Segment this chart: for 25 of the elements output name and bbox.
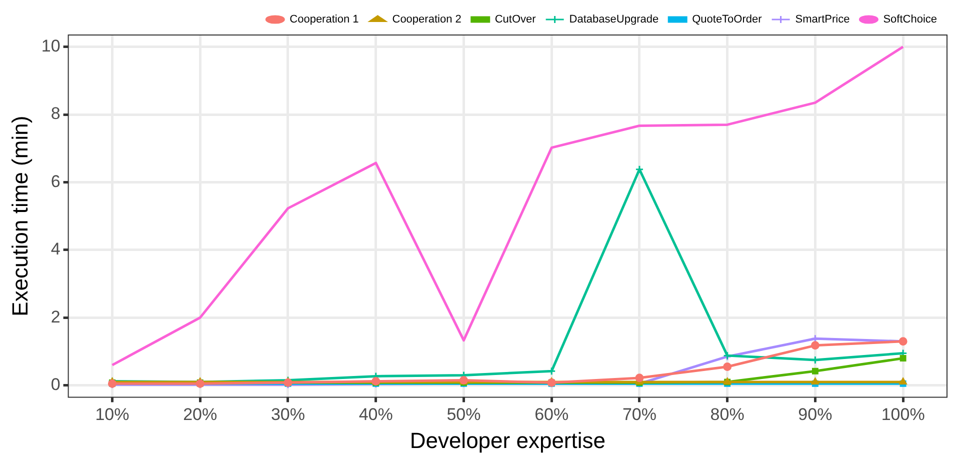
y-tick-label: 10: [41, 36, 60, 56]
x-axis-title: Developer expertise: [410, 428, 606, 453]
y-tick-label: 6: [50, 172, 60, 191]
legend-label: SmartPrice: [795, 14, 850, 26]
x-tick-label: 40%: [358, 405, 393, 424]
y-axis-title: Execution time (min): [7, 116, 32, 316]
x-tick-label: 80%: [710, 405, 744, 424]
legend-label: QuoteToOrder: [692, 14, 762, 26]
x-tick-label: 70%: [622, 405, 656, 424]
y-tick-label: 0: [50, 375, 60, 394]
legend-label: CutOver: [494, 14, 536, 26]
x-tick-label: 30%: [270, 405, 305, 424]
legend-label: Cooperation 2: [392, 14, 462, 26]
x-tick-label: 20%: [183, 405, 218, 424]
legend-label: SoftChoice: [883, 14, 938, 26]
y-tick-label: 4: [50, 240, 60, 259]
x-tick-label: 60%: [534, 405, 569, 424]
x-tick-label: 90%: [798, 405, 832, 424]
x-tick-label: 100%: [881, 405, 925, 424]
y-tick-label: 8: [50, 104, 60, 124]
legend-label: Cooperation 1: [290, 14, 359, 26]
x-tick-label: 10%: [95, 405, 130, 424]
x-tick-label: 50%: [446, 405, 481, 424]
y-tick-label: 2: [50, 307, 60, 326]
legend-label: DatabaseUpgrade: [569, 14, 659, 26]
